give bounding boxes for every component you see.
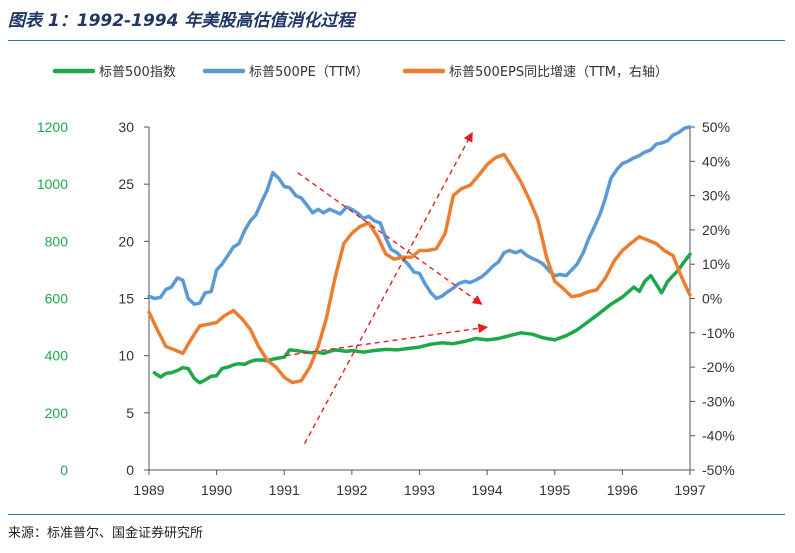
left-inner-tick-label: 20 bbox=[118, 233, 134, 249]
right-tick-label: 50% bbox=[702, 119, 730, 135]
annotation-arrow bbox=[285, 323, 489, 357]
right-tick-label: 20% bbox=[702, 222, 730, 238]
legend: 标普500指数 标普500PE（TTM） 标普500EPS同比增速（TTM，右轴） bbox=[52, 65, 668, 80]
left-outer-tick-label: 400 bbox=[45, 348, 69, 364]
right-tick-label: 40% bbox=[702, 153, 730, 169]
right-tick-label: -50% bbox=[702, 462, 735, 478]
left-outer-tick-label: 600 bbox=[45, 291, 69, 307]
series-lines bbox=[147, 125, 692, 385]
left-outer-tick-label: 1200 bbox=[37, 119, 68, 135]
left-outer-tick-label: 800 bbox=[45, 233, 69, 249]
left-inner-tick-label: 10 bbox=[118, 348, 134, 364]
x-tick-label: 1990 bbox=[201, 482, 232, 498]
x-tick-label: 1997 bbox=[674, 482, 705, 498]
left-outer-tick-label: 0 bbox=[60, 462, 68, 478]
left-outer-tick-label: 200 bbox=[45, 405, 69, 421]
series-line-eps-growth bbox=[147, 152, 692, 385]
x-tick-label: 1991 bbox=[269, 482, 300, 498]
axes: 1989 1990 1991 1992 1993 1994 1995 1996 1997 1200… bbox=[37, 119, 735, 498]
legend-label: 标普500PE（TTM） bbox=[249, 65, 369, 80]
left-inner-tick-label: 30 bbox=[118, 119, 134, 135]
x-tick-label: 1992 bbox=[336, 482, 367, 498]
x-tick-label: 1996 bbox=[607, 482, 638, 498]
right-tick-label: 10% bbox=[702, 256, 730, 272]
legend-label: 标普500指数 bbox=[99, 65, 176, 80]
x-tick-label: 1989 bbox=[133, 482, 164, 498]
annotations bbox=[285, 131, 489, 445]
source-note: 来源：标准普尔、国金证券研究所 bbox=[8, 526, 204, 541]
series-line-sp500-index bbox=[152, 252, 692, 385]
left-inner-tick-label: 0 bbox=[126, 462, 134, 478]
series-line-pe-ttm bbox=[147, 125, 692, 306]
right-tick-label: -20% bbox=[702, 359, 735, 375]
annotation-arrow bbox=[303, 131, 473, 445]
page-title: 图表 1：1992-1994 年美股高估值消化过程 bbox=[8, 11, 355, 31]
x-tick-label: 1994 bbox=[472, 482, 503, 498]
x-tick-label: 1993 bbox=[404, 482, 435, 498]
left-inner-tick-label: 25 bbox=[118, 176, 134, 192]
left-inner-tick-label: 15 bbox=[118, 291, 134, 307]
x-tick-label: 1995 bbox=[539, 482, 570, 498]
right-tick-label: 0% bbox=[702, 291, 722, 307]
legend-label: 标普500EPS同比增速（TTM，右轴） bbox=[449, 65, 668, 80]
source-divider bbox=[8, 514, 785, 515]
left-outer-tick-label: 1000 bbox=[37, 176, 68, 192]
title-divider bbox=[8, 40, 785, 41]
right-tick-label: -10% bbox=[702, 325, 735, 341]
left-inner-tick-label: 5 bbox=[126, 405, 134, 421]
right-tick-label: 30% bbox=[702, 188, 730, 204]
right-tick-label: -30% bbox=[702, 393, 735, 409]
right-tick-label: -40% bbox=[702, 428, 735, 444]
annotation-arrow bbox=[297, 172, 483, 305]
